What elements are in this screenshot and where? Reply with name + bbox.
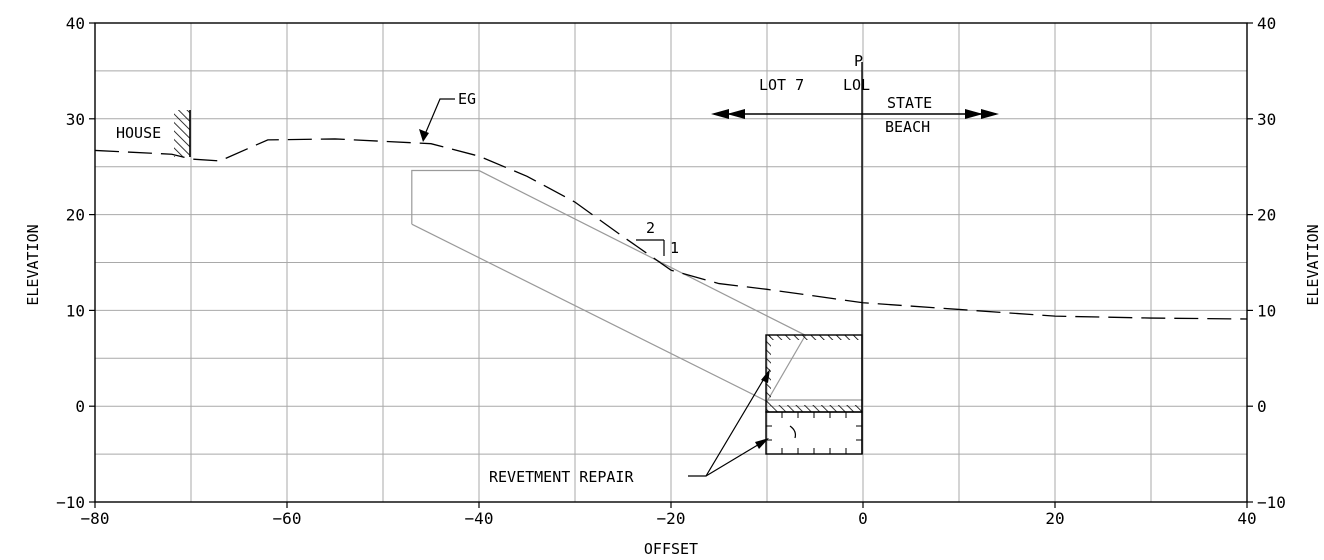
- grid: [95, 23, 1247, 502]
- y-tick-label-right: 20: [1257, 206, 1276, 225]
- y-tick-label-right: 40: [1257, 14, 1276, 33]
- revetment-leader-lower-arrowhead: [755, 438, 769, 449]
- house-wall-hatch: [174, 110, 190, 157]
- y-tick-label-right: −10: [1257, 493, 1286, 512]
- revetment-leader-upper-arrowhead: [761, 369, 770, 383]
- boundary-arrow-left-head: [711, 109, 729, 119]
- boundary-arrow-right-head: [981, 109, 999, 119]
- x-tick-label: −40: [465, 509, 494, 528]
- x-tick-label: −80: [81, 509, 110, 528]
- lot-label: LOT 7: [759, 76, 804, 94]
- eg-leader: [422, 98, 455, 140]
- state-label: STATE: [887, 94, 932, 112]
- slope-run-label: 2: [646, 219, 655, 237]
- revetment-lower: [765, 411, 863, 455]
- y-tick-label-left: 40: [66, 14, 85, 33]
- x-tick-label: 20: [1045, 509, 1064, 528]
- y-tick-label-left: 20: [66, 206, 85, 225]
- revetment-leader-upper: [688, 371, 769, 477]
- boundary-arrow-left-head-2: [727, 109, 745, 119]
- existing-grade-line: [94, 138, 1248, 320]
- revetment-label: REVETMENT REPAIR: [489, 468, 634, 486]
- property-line-symbol: P: [854, 52, 863, 70]
- y-axis-title-right: ELEVATION: [1304, 224, 1322, 305]
- eg-label: EG: [458, 90, 476, 108]
- y-tick-label-right: 10: [1257, 301, 1276, 320]
- y-tick-label-left: −10: [56, 493, 85, 512]
- x-tick-label: 40: [1237, 509, 1256, 528]
- x-tick-label: −20: [657, 509, 686, 528]
- x-tick-label: 0: [858, 509, 868, 528]
- revetment-leader-lower: [705, 439, 767, 477]
- lol-label: LOL: [843, 76, 870, 94]
- beach-label: BEACH: [885, 118, 930, 136]
- proposed-slope-outline: [411, 169, 807, 403]
- y-tick-label-left: 0: [75, 397, 85, 416]
- y-axis-title-left: ELEVATION: [24, 224, 42, 305]
- x-tick-label: −60: [273, 509, 302, 528]
- y-tick-label-left: 10: [66, 301, 85, 320]
- slope-rise-label: 1: [670, 239, 679, 257]
- y-tick-label-right: 0: [1257, 397, 1267, 416]
- y-tick-label-right: 30: [1257, 110, 1276, 129]
- boundary-arrow-right-head-2: [965, 109, 983, 119]
- eg-leader-arrowhead: [419, 129, 429, 142]
- house-label: HOUSE: [116, 124, 161, 142]
- x-axis-title: OFFSET: [644, 540, 698, 558]
- y-tick-label-left: 30: [66, 110, 85, 129]
